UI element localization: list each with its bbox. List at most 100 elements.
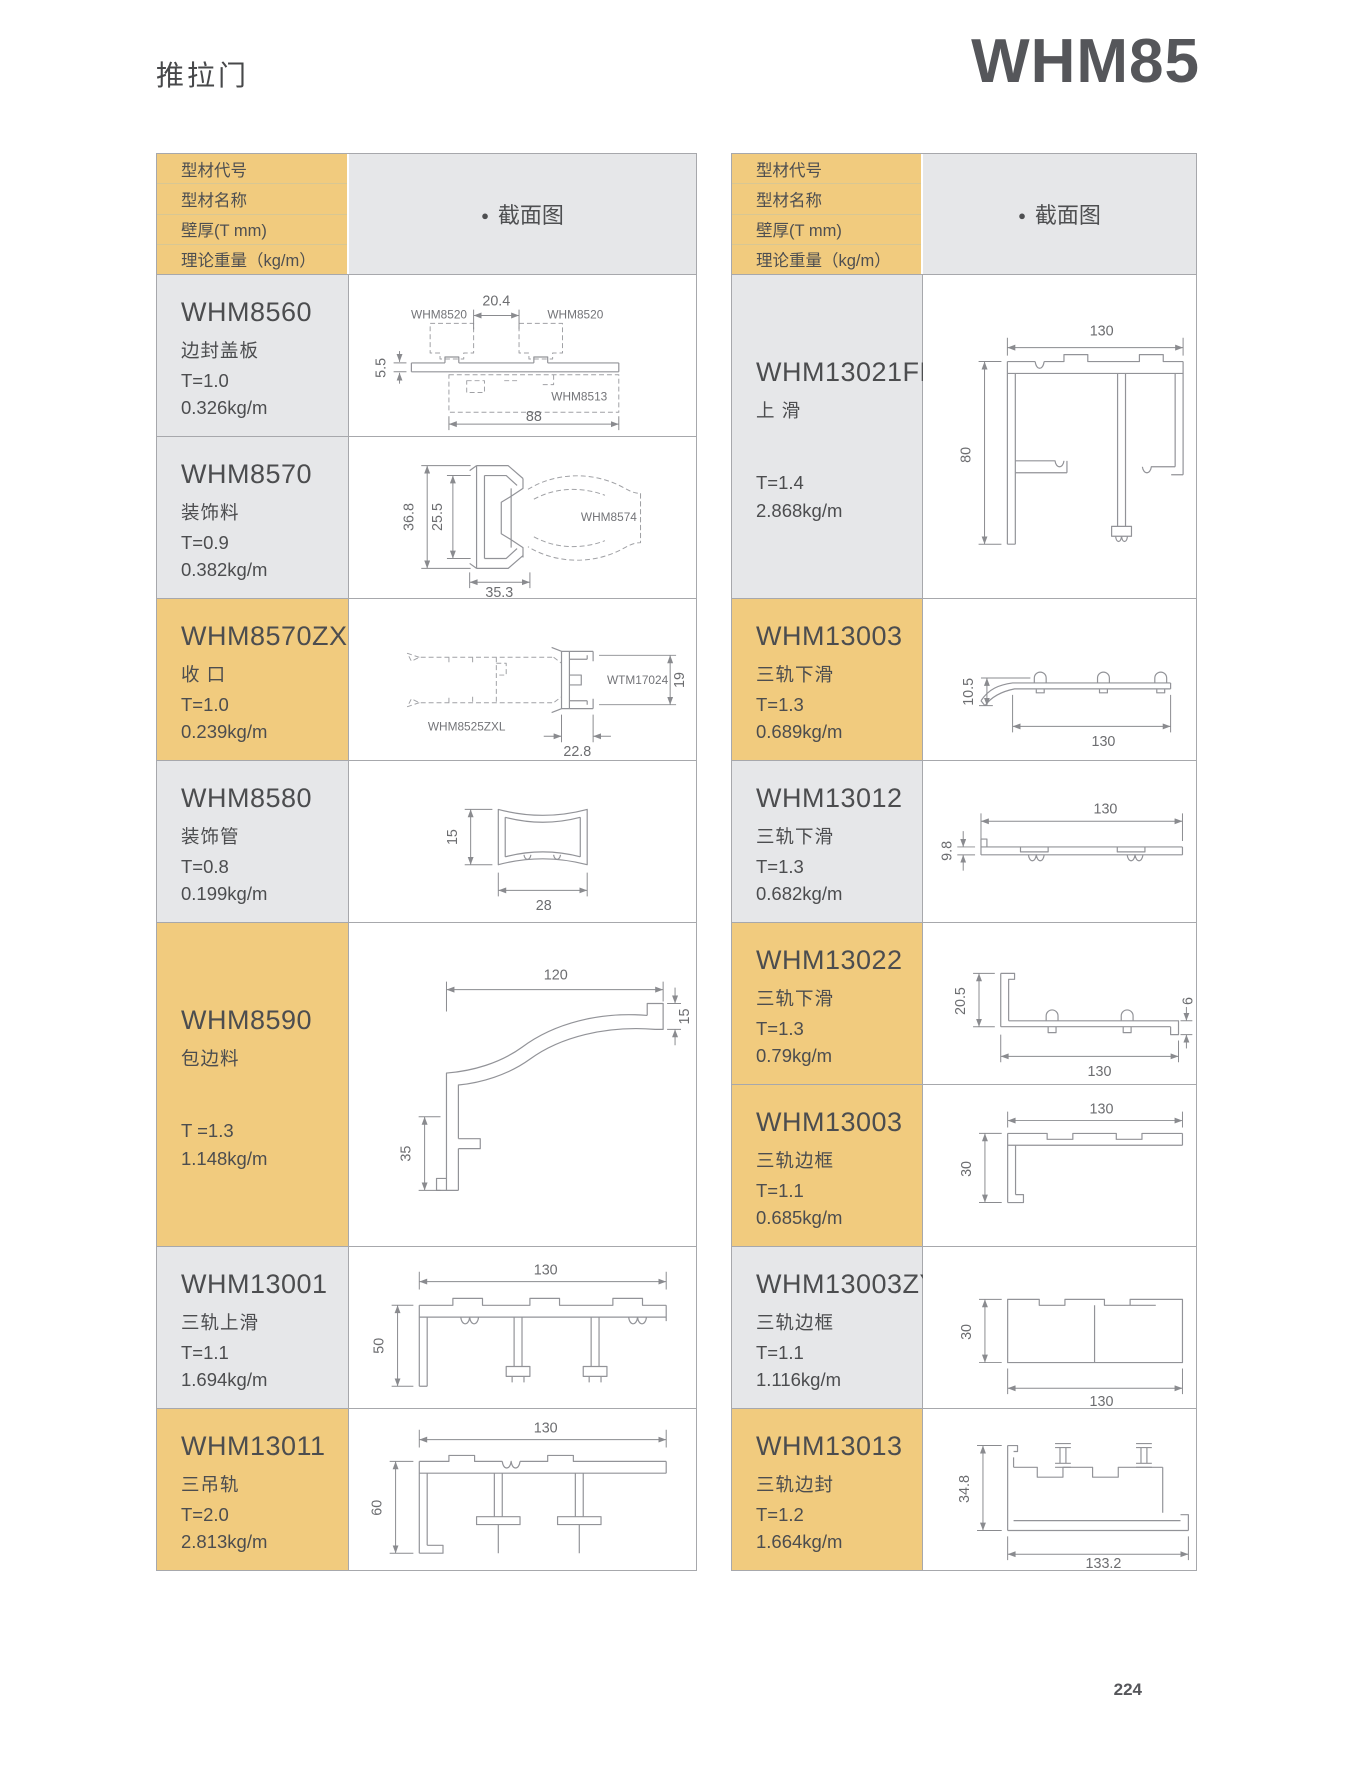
profile-drawing: 10.5 130 [961,671,1172,750]
profile-weight: 0.685kg/m [756,1207,843,1229]
profile-info: WHM13012 三轨下滑 T=1.3 0.682kg/m [732,761,923,922]
dim-label: 120 [544,967,568,983]
dim-label: 10.5 [961,677,977,705]
dim-label: 130 [1090,1101,1114,1117]
profile-weight: 0.382kg/m [181,559,268,581]
profile-code: WHM8570 [181,459,313,489]
profile-thickness: T=1.1 [756,1341,804,1363]
section-view-label: 截面图 [1034,203,1101,228]
page-category-title: 推拉门 [156,60,250,91]
profile-weight: 2.868kg/m [756,499,843,521]
table-header: 型材代号 型材名称 壁厚(T mm) 理论重量（kg/m） ● 截面图 [732,154,1196,274]
profile-weight: 1.664kg/m [756,1531,843,1553]
profile-drawing: 34.8 133.2 [957,1442,1189,1572]
profile-thickness: T=1.0 [181,369,229,391]
profile-code: WHM13003 [756,621,903,651]
cross-section-diagram: 34.8 133.2 [923,1409,1196,1572]
profile-code: WHM8580 [181,783,313,813]
header-theoretical-weight: 理论重量（kg/m） [756,252,891,271]
profile-drawing: 130 60 [370,1420,667,1554]
cross-section-diagram: 130 50 [349,1247,696,1408]
profile-code: WHM13022 [756,945,903,975]
part-label: WHM8520 [411,307,467,321]
profile-weight: 1.694kg/m [181,1369,268,1391]
table-row: WHM13011 三吊轨 T=2.0 2.813kg/m 130 60 [157,1408,696,1570]
dim-label: 28 [536,898,552,914]
profile-thickness: T=1.1 [181,1341,229,1363]
profile-drawing: 130 50 [372,1262,667,1387]
cross-section-diagram: 10.5 130 [923,599,1196,760]
dim-label: 30 [959,1323,975,1339]
profile-thickness: T=1.2 [756,1503,804,1525]
profile-name: 三轨上滑 [181,1312,260,1333]
profile-code: WHM8560 [181,297,313,327]
dim-label: 130 [534,1262,558,1278]
header-wall-thickness: 壁厚(T mm) [732,215,921,245]
profile-thickness: T=0.9 [181,531,229,553]
dim-label: 15 [445,829,461,845]
header-profile-code: 型材代号 [732,154,921,185]
profile-thickness: T=1.0 [181,693,229,715]
profile-name: 三轨边封 [756,1474,835,1495]
profile-weight: 2.813kg/m [181,1531,268,1553]
dim-label: 130 [534,1420,558,1436]
dim-label: 36.8 [401,503,417,531]
dim-label: 35 [399,1145,415,1161]
profile-name: 上 滑 [756,399,802,421]
dim-label: 6 [1180,997,1196,1005]
dim-label: 9.8 [939,840,955,860]
header-section-view: ● 截面图 [349,154,696,274]
table-row: WHM8570 装饰料 T=0.9 0.382kg/m WHM8574 36.8… [157,436,696,601]
cross-section-diagram: 20.4 WHM8520 WHM8520 5.5 WHM8513 88 [349,275,696,436]
profile-weight: 1.116kg/m [756,1369,842,1391]
cross-section-diagram: 20.5 130 6 [923,923,1196,1084]
profile-thickness: T=1.3 [756,855,804,877]
profile-name: 三轨下滑 [756,664,835,685]
profile-weight: 1.148kg/m [181,1147,268,1169]
profile-code: WHM8590 [181,1004,313,1035]
dim-label: 15 [677,1008,693,1024]
profile-code: WHM8570ZXL [181,621,364,651]
dim-label: 130 [1090,1394,1114,1410]
profile-info: WHM8570 装饰料 T=0.9 0.382kg/m [157,437,349,598]
profile-name: 三轨边框 [756,1312,835,1333]
header-profile-name: 型材名称 [732,184,921,215]
profile-thickness: T=1.4 [756,471,804,493]
profile-info: WHM13013 三轨边封 T=1.2 1.664kg/m [732,1409,923,1570]
profile-drawing: 120 35 15 [399,967,693,1191]
profile-code: WHM13013 [756,1431,903,1461]
profile-thickness: T=1.3 [756,1017,804,1039]
profile-code: WHM13021FHN [756,356,960,387]
profile-info: WHM13003ZY 三轨边框 T=1.1 1.116kg/m [732,1247,938,1408]
profile-info: WHM13003 三轨边框 T=1.1 0.685kg/m [732,1085,923,1246]
header-label-column: 型材代号 型材名称 壁厚(T mm) 理论重量（kg/m） [157,154,349,274]
profile-weight: 0.79kg/m [756,1045,833,1067]
dim-label: 50 [372,1337,388,1353]
cross-section-diagram: 120 35 15 [349,923,696,1246]
profile-drawing: 130 80 [959,323,1184,545]
profile-info: WHM8580 装饰管 T=0.8 0.199kg/m [157,761,349,922]
cross-section-diagram: 15 28 [349,761,696,922]
profile-name: 三轨下滑 [756,826,835,847]
table-header: 型材代号 型材名称 壁厚(T mm) 理论重量（kg/m） ● 截面图 [157,154,696,274]
profile-code: WHM13012 [756,783,903,813]
profile-thickness: T=1.1 [756,1179,804,1201]
profile-name: 三吊轨 [181,1474,240,1495]
profile-info: WHM8590 包边料 T =1.3 1.148kg/m [157,923,349,1246]
table-row: WHM8590 包边料 T =1.3 1.148kg/m 120 35 15 [157,922,696,1246]
profile-info: WHM13021FHN 上 滑 T=1.4 2.868kg/m [732,275,960,598]
cross-section-diagram: WHM8525ZXL WTM17024 19 22.8 [349,599,696,760]
cross-section-diagram: 130 80 [923,275,1196,598]
dim-label: 88 [526,409,542,425]
profile-name: 三轨下滑 [756,988,835,1009]
profile-drawing: 15 28 [445,808,588,914]
table-row: WHM13013 三轨边封 T=1.2 1.664kg/m 34.8 133.2 [732,1408,1196,1572]
profile-weight: 0.239kg/m [181,721,268,743]
table-row: WHM8570ZXL 收 口 T=1.0 0.239kg/m WHM8525ZX… [157,598,696,760]
profile-name: 收 口 [181,664,227,685]
part-label: WHM8513 [551,389,607,403]
header-profile-code: 型材代号 [157,154,347,185]
header-wall-thickness: 壁厚(T mm) [157,215,347,245]
part-label: WHM8574 [581,509,637,523]
dim-label: 30 [959,1160,975,1176]
